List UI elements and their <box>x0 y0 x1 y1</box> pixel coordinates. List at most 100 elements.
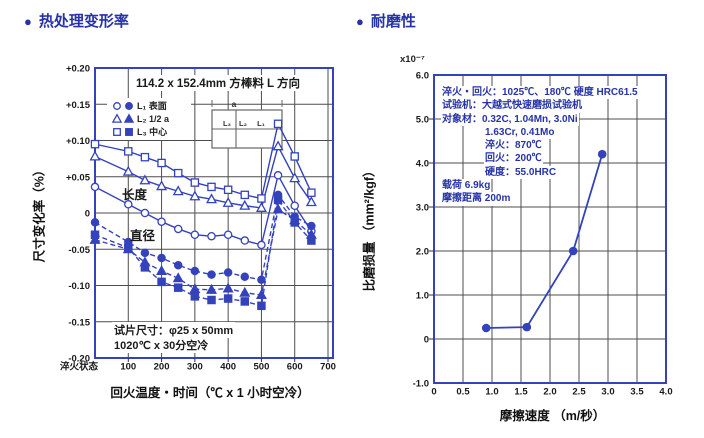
triangle-marker <box>255 201 267 212</box>
circle-marker <box>173 224 183 234</box>
triangle-marker <box>255 288 267 299</box>
section-title-wear: ● 耐磨性 <box>356 10 416 31</box>
triangle-marker <box>272 140 284 151</box>
triangle-marker <box>206 283 218 294</box>
circle-marker <box>240 236 250 245</box>
circle-marker <box>157 253 166 263</box>
circle-marker <box>290 201 299 210</box>
x-tick-label: 3.5 <box>630 387 644 398</box>
x-tick-label: 400 <box>220 362 236 373</box>
curve-label-diameter: 直径 <box>130 229 156 243</box>
wear-annotation-line: 对象材：0.32C, 1.04Mn, 3.0Ni <box>441 112 579 126</box>
y-tick-label: +0.10 <box>66 136 90 147</box>
circle-marker <box>190 230 200 239</box>
chart-data-layer: L₁ 表面 L₂ 1/2 a L₃ 中心 <box>89 98 607 333</box>
deformation-note-line2: 1020℃ x 30分空冷 <box>112 337 211 353</box>
y-tick-label: 5.0 <box>416 115 429 126</box>
triangle-marker <box>305 196 317 207</box>
wear-annotation-line: 淬火・回火：1025℃、180℃ 硬度 HRC61.5 <box>441 86 639 100</box>
x-tick-label: 淬火状态 <box>60 361 99 373</box>
triangle-marker <box>239 286 251 297</box>
square-marker <box>157 158 166 168</box>
square-marker <box>157 277 166 287</box>
square-marker <box>113 128 121 136</box>
circle-marker <box>257 240 266 250</box>
y-tick-label: 0 <box>424 335 429 346</box>
triangle-marker <box>139 174 151 185</box>
circle-marker <box>173 260 183 270</box>
square-marker <box>173 168 183 178</box>
circle-marker <box>207 231 216 241</box>
x-tick-label: 1.5 <box>514 387 528 398</box>
wear-annotation-line: 载荷 6.9kg <box>441 179 492 193</box>
square-marker <box>124 243 133 253</box>
square-marker <box>290 152 299 161</box>
x-tick-label: 2.5 <box>572 387 586 398</box>
square-marker <box>240 190 250 200</box>
square-marker <box>307 236 316 245</box>
triangle-marker <box>289 172 301 183</box>
triangle-marker <box>172 185 184 196</box>
triangle-marker <box>222 196 234 207</box>
triangle-marker <box>189 190 201 201</box>
legend-background <box>107 98 191 140</box>
wear-annotation-line: 试验机：大越式快速磨损试验机 <box>441 99 583 113</box>
y-tick-label: +0.15 <box>66 100 91 111</box>
circle-marker <box>124 200 133 209</box>
square-marker <box>240 297 250 306</box>
wear-data-point <box>522 322 532 332</box>
square-marker <box>290 218 299 227</box>
x-tick-label: 3.0 <box>601 387 614 398</box>
circle-marker <box>157 217 166 226</box>
square-marker <box>207 182 216 192</box>
circle-marker <box>125 102 133 110</box>
legend-label: L₃ 中心 <box>137 126 167 137</box>
wear-annotation-line: 淬火：870℃ <box>484 139 543 153</box>
deformation-specimen-annotation: 114.2 x 152.4mm 方棒料 L 方向 <box>133 75 304 91</box>
square-marker <box>207 295 216 305</box>
section-title-wear-label: 耐磨性 <box>370 13 416 30</box>
wear-annotation: 淬火・回火：1025℃、180℃ 硬度 HRC61.5 试验机：大越式快速磨损试验… <box>441 86 639 206</box>
circle-marker <box>223 268 233 277</box>
inset-pos-label-l1: L₁ <box>257 119 265 128</box>
specimen-inset-diagram: a L₃ L₂ L₁ <box>211 99 283 149</box>
triangle-marker <box>89 233 101 244</box>
square-marker <box>257 194 266 203</box>
triangle-marker <box>156 180 168 191</box>
square-marker <box>90 139 100 149</box>
wear-x-axis-title: 摩擦速度 （m/秒） <box>499 409 606 423</box>
circle-marker <box>190 266 200 276</box>
x-tick-label: 600 <box>287 362 303 373</box>
wear-data-point <box>481 323 491 333</box>
x-tick-label: 1.0 <box>485 387 498 398</box>
curve-label-length: 长度 <box>122 188 148 202</box>
y-tick-label: -1.0 <box>413 379 429 390</box>
square-marker <box>307 188 316 197</box>
circle-marker <box>273 171 283 180</box>
circle-marker <box>307 221 316 231</box>
y-tick-label: 6.0 <box>416 71 429 82</box>
y-tick-label: 1.0 <box>416 291 429 302</box>
inset-dim-label: a <box>232 99 237 109</box>
legend-label: L₂ 1/2 a <box>137 114 170 124</box>
plot-frame <box>94 67 334 359</box>
x-tick-label: 100 <box>120 362 136 373</box>
circle-marker <box>90 218 100 227</box>
x-tick-label: 2.0 <box>543 387 556 398</box>
y-tick-label: -0.10 <box>68 281 90 292</box>
y-tick-label: 2.0 <box>416 247 429 258</box>
triangle-marker <box>156 265 168 276</box>
wear-data-point <box>597 149 607 159</box>
triangle-marker <box>239 199 251 210</box>
y-tick-label: +0.20 <box>66 64 90 75</box>
circle-marker <box>113 102 121 110</box>
chart-background-layer: 淬火状态 100 200 300 400 500 600 700 +0.20 +0.15 +0.10… <box>60 64 673 398</box>
square-marker <box>125 128 133 136</box>
x-tick-label: 300 <box>187 362 203 373</box>
square-marker <box>173 283 183 292</box>
section-title-deformation: ● 热处理变形率 <box>24 10 129 31</box>
square-marker <box>190 178 200 187</box>
deformation-x-axis-title: 回火温度・时间（℃ x 1 小时空冷） <box>110 386 310 400</box>
deformation-note-line1: 试片尺寸：φ25 x 50mm <box>112 322 236 338</box>
